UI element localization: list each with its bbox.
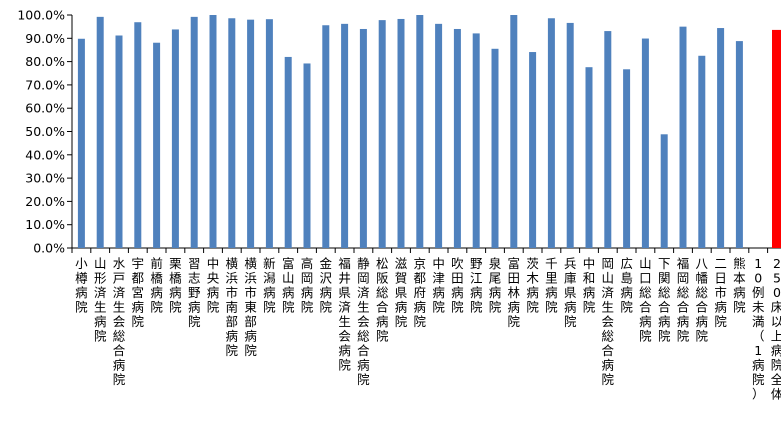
bar <box>247 19 255 248</box>
x-category-label: 吹田病院 <box>451 256 464 315</box>
bar <box>491 48 499 248</box>
bar <box>228 18 236 249</box>
x-category-label: 新潟病院 <box>263 256 276 315</box>
bar <box>510 15 518 248</box>
x-category-label: 2 5 0 床以上病院全体 <box>771 256 781 402</box>
bar <box>735 41 743 248</box>
x-category-label: 静岡済生会総合病院 <box>357 256 370 387</box>
x-category-label: 中和病院 <box>583 256 596 315</box>
bar <box>566 22 574 249</box>
x-category-label: 八幡総合病院 <box>696 256 709 344</box>
x-category-label: 中津病院 <box>432 256 445 315</box>
x-category-label: 野江病院 <box>470 256 483 315</box>
bar <box>190 16 198 249</box>
bar <box>322 25 330 249</box>
x-category-label: 1 0 例未満（ 1 病院） <box>752 256 765 402</box>
y-tick-label: 40.0% <box>25 147 65 162</box>
bar <box>153 42 161 248</box>
bar <box>717 28 725 248</box>
y-tick-label: 30.0% <box>25 171 65 186</box>
bar <box>96 16 104 249</box>
y-tick-label: 70.0% <box>25 77 65 92</box>
y-tick-label: 10.0% <box>25 217 65 232</box>
bar <box>134 22 142 249</box>
x-category-label: 富山病院 <box>282 256 295 315</box>
x-category-label: 兵庫県病院 <box>564 256 577 329</box>
x-category-label: 千里病院 <box>545 256 558 315</box>
x-category-label: 水戸済生会総合病院 <box>113 256 126 387</box>
x-category-label: 横浜市南部病院 <box>226 256 239 358</box>
x-category-label: 京都府病院 <box>414 256 427 329</box>
bar <box>472 33 480 249</box>
bar <box>341 23 349 248</box>
y-tick-label: 60.0% <box>25 101 65 116</box>
bar <box>529 52 537 249</box>
x-category-label: 二日市病院 <box>714 256 727 329</box>
bar <box>77 38 85 249</box>
x-category-label: 習志野病院 <box>188 256 201 329</box>
x-category-label: 横浜市東部病院 <box>244 256 257 358</box>
bar <box>115 35 123 249</box>
x-category-label: 茨木病院 <box>526 256 539 315</box>
bar <box>547 18 555 249</box>
x-category-label: 富田林病院 <box>508 256 521 329</box>
bar <box>623 69 631 248</box>
y-tick-label: 0.0% <box>33 241 65 256</box>
x-category-label: 滋賀県病院 <box>395 256 408 329</box>
bar <box>359 28 367 249</box>
y-tick-label: 100.0% <box>17 8 65 23</box>
x-category-label: 高岡病院 <box>301 256 314 315</box>
x-category-label: 前橋病院 <box>150 256 163 315</box>
x-category-label: 広島病院 <box>620 256 633 315</box>
bar <box>453 28 461 249</box>
x-category-label: 下関総合病院 <box>658 256 671 344</box>
bar <box>284 56 292 248</box>
bar <box>435 23 443 248</box>
x-category-label: 福岡総合病院 <box>677 256 690 344</box>
x-category-label: 小樽病院 <box>75 256 88 315</box>
x-category-label: 山口総合病院 <box>639 256 652 344</box>
x-category-label: 熊本病院 <box>733 256 746 315</box>
bar <box>397 18 405 249</box>
bar <box>209 15 217 248</box>
x-category-label: 栗橋病院 <box>169 256 182 315</box>
x-category-label: 中央病院 <box>207 256 220 315</box>
bar <box>679 26 687 249</box>
x-category-label: 岡山済生会総合病院 <box>602 256 615 387</box>
y-tick-label: 50.0% <box>25 124 65 139</box>
x-category-label: 金沢病院 <box>320 256 333 315</box>
x-category-label: 福井県済生会病院 <box>338 256 351 373</box>
x-category-label: 宇都宮病院 <box>132 256 145 329</box>
y-tick-label: 80.0% <box>25 54 65 69</box>
bar <box>604 31 612 249</box>
bar <box>585 67 593 248</box>
bar <box>660 134 668 248</box>
bar <box>378 20 386 248</box>
bar <box>416 15 424 248</box>
bar <box>303 63 311 248</box>
x-category-label: 松阪総合病院 <box>376 256 389 344</box>
y-tick-label: 20.0% <box>25 194 65 209</box>
bar-highlight <box>772 29 781 248</box>
bar <box>171 29 179 248</box>
x-category-label: 山形済生病院 <box>94 256 107 344</box>
bar <box>698 55 706 249</box>
y-tick-label: 90.0% <box>25 31 65 46</box>
bar <box>641 38 649 248</box>
x-category-label: 泉尾病院 <box>489 256 502 315</box>
bar <box>265 19 273 248</box>
